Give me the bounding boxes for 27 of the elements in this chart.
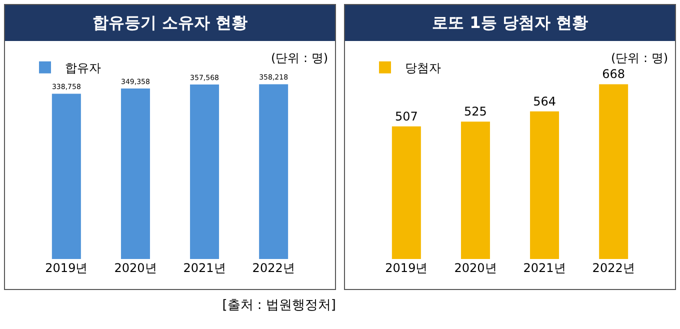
bar — [599, 84, 628, 259]
text: (단위 : 명) — [271, 51, 328, 65]
x-tick-label: 2021년 — [523, 261, 566, 275]
bar — [530, 111, 560, 259]
data-label: 525 — [464, 104, 487, 119]
bar — [120, 88, 150, 259]
x-tick-label: 2020년 — [114, 261, 157, 275]
x-tick-label: 2020년 — [454, 261, 497, 275]
bar — [392, 126, 421, 259]
chart-title: 로또 1등 당첨자 현황 — [345, 5, 675, 41]
chart-title: 합유등기 소유자 현황 — [5, 5, 335, 41]
x-tick-label: 2019년 — [45, 261, 88, 275]
x-tick-label: 2021년 — [183, 261, 226, 275]
bar — [460, 122, 490, 259]
text: (단위 : 명) — [611, 51, 668, 65]
bar — [52, 94, 81, 259]
data-label: 564 — [533, 94, 556, 108]
x-tick-label: 2022년 — [592, 261, 635, 275]
x-tick-label: 2022년 — [252, 261, 295, 275]
x-tick-label: 2019년 — [385, 261, 428, 275]
data-label: 668 — [602, 67, 626, 82]
legend-label: 당첨자 — [405, 61, 441, 76]
text: [출처 : 법원행정처] — [221, 297, 336, 314]
data-label: 507 — [394, 109, 418, 124]
bar — [259, 84, 288, 259]
legend-label: 합유자 — [65, 61, 101, 76]
bar — [190, 84, 220, 259]
